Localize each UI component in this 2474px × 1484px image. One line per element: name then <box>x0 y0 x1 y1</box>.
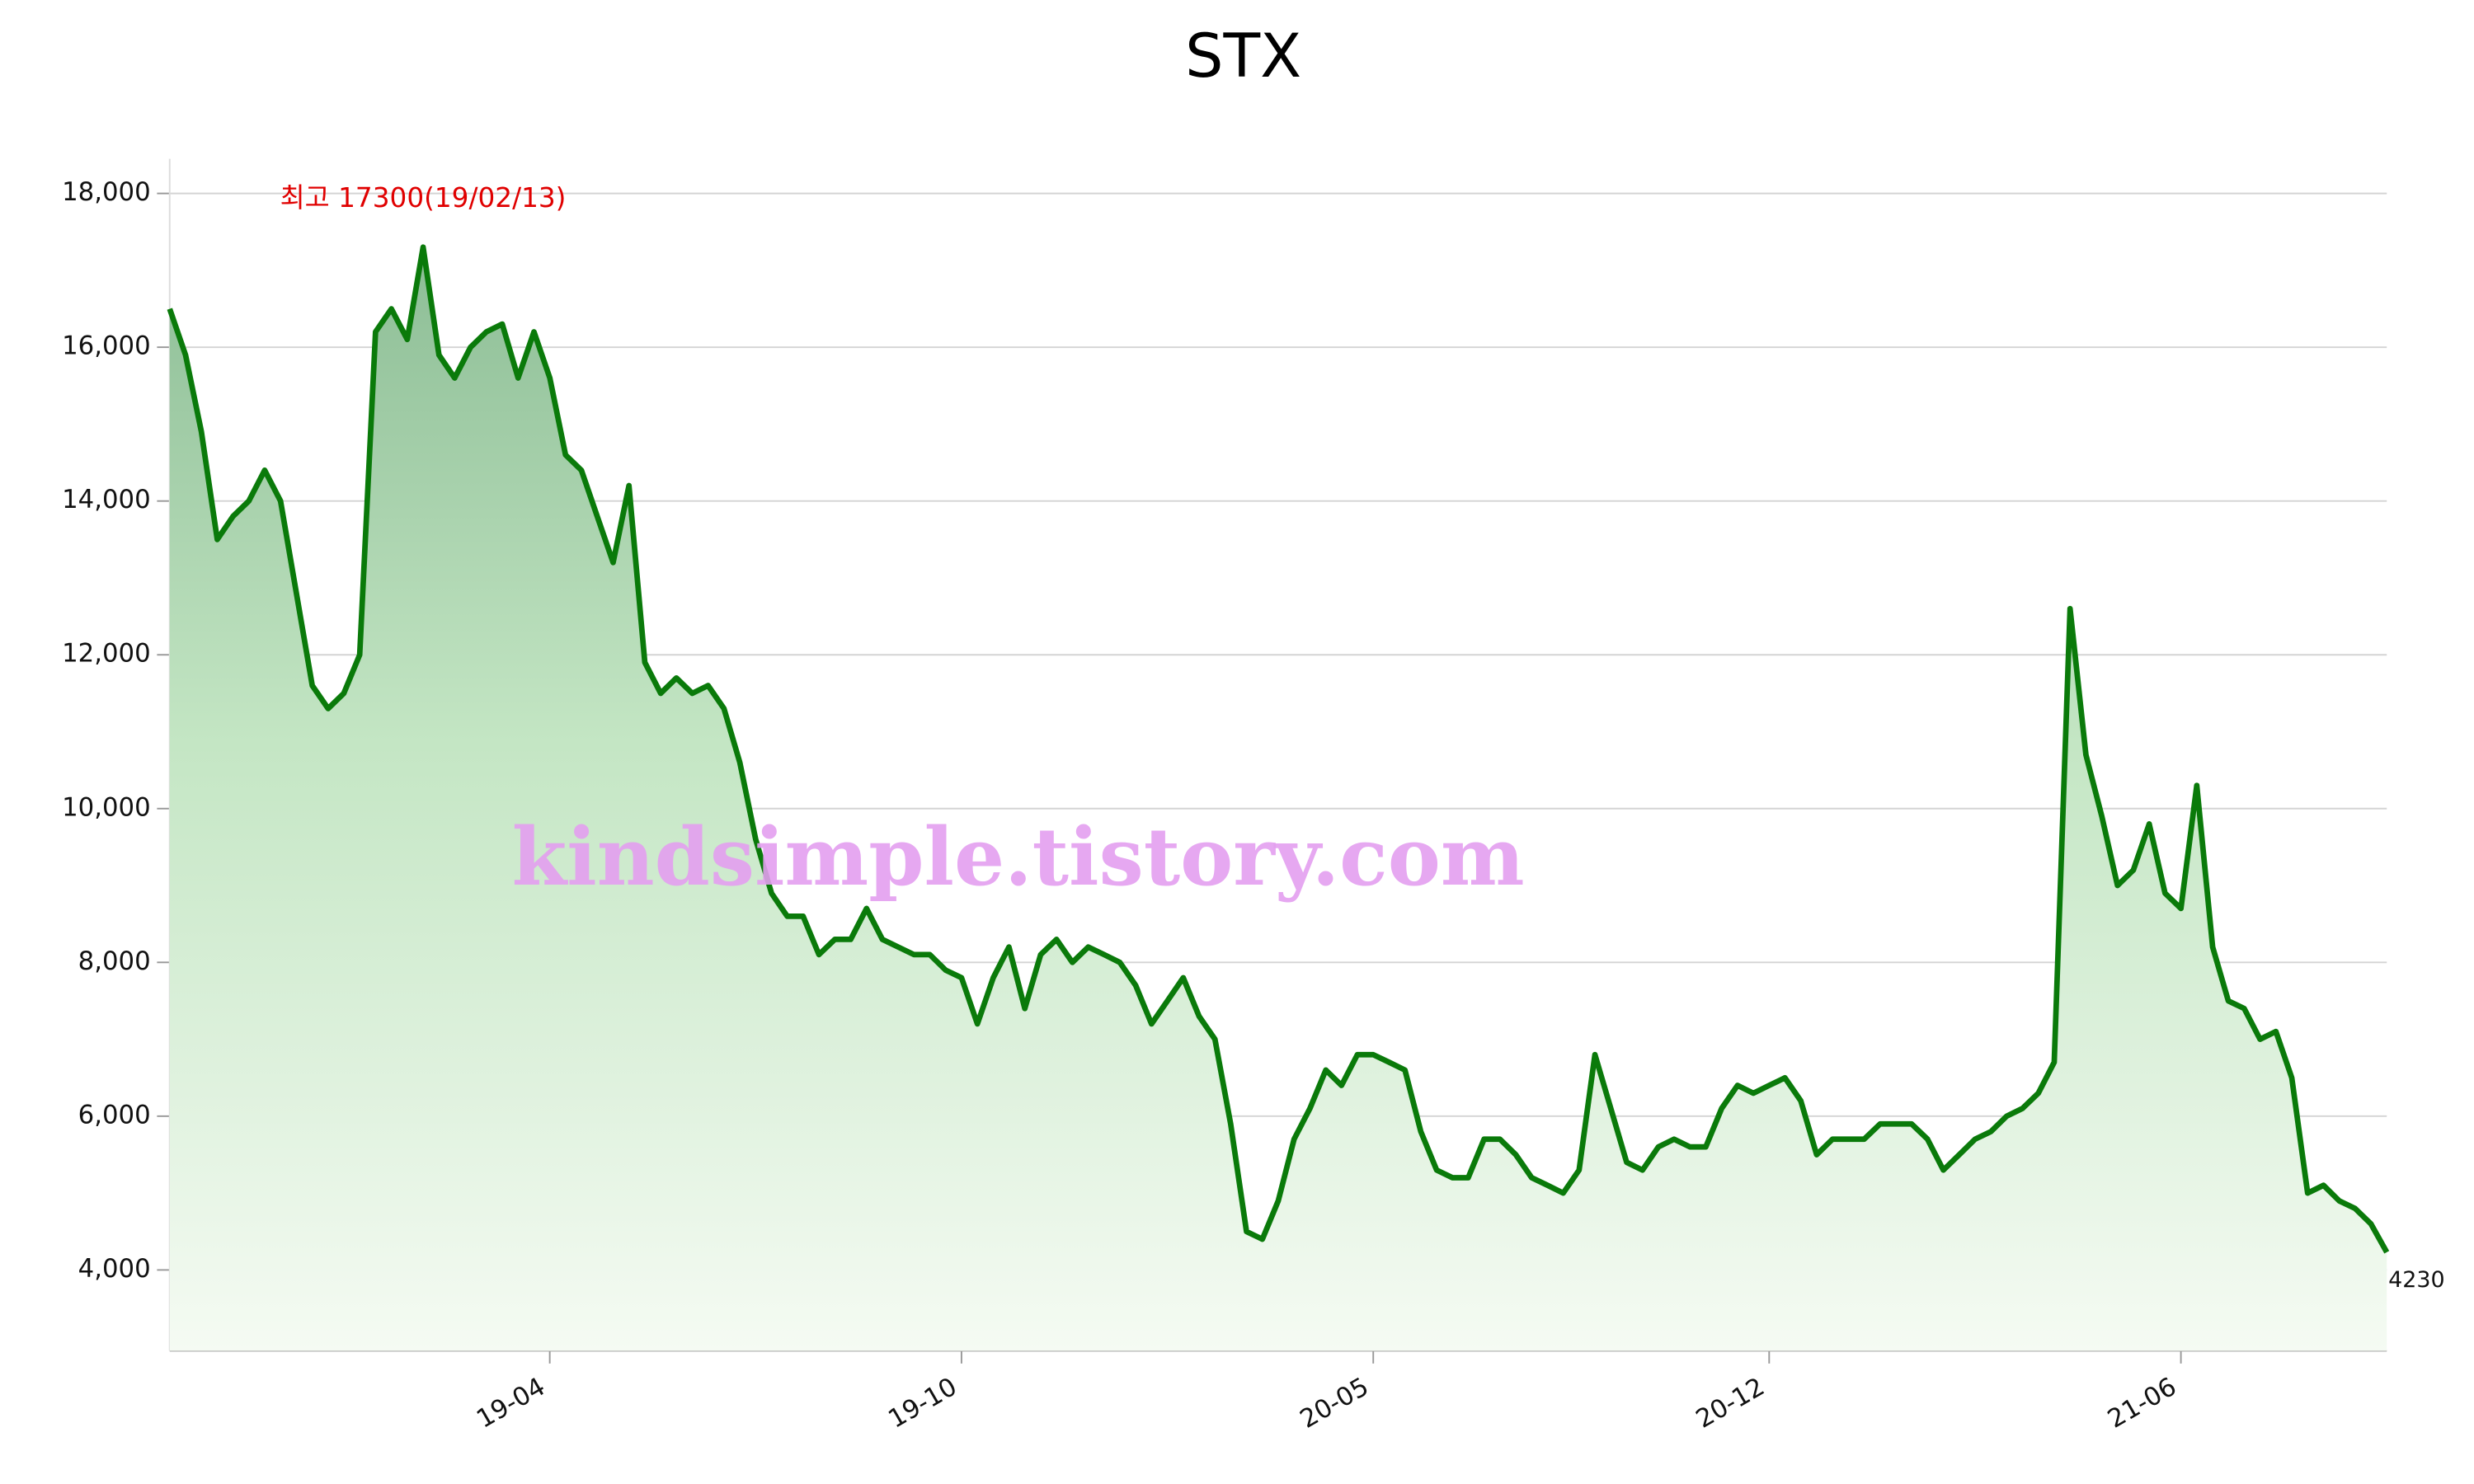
y-tick-label: 16,000 <box>62 331 151 361</box>
x-tick-label: 19-04 <box>472 1372 550 1435</box>
x-tick-label: 21-06 <box>2103 1372 2181 1435</box>
x-tick-label: 19-10 <box>883 1372 962 1435</box>
x-tick-label: 20-05 <box>1295 1372 1373 1435</box>
price-line <box>167 244 2390 1254</box>
y-tick-label: 6,000 <box>78 1100 151 1129</box>
y-tick-label: 14,000 <box>62 485 151 514</box>
y-tick-label: 12,000 <box>62 639 151 669</box>
y-tick-label: 10,000 <box>62 792 151 822</box>
y-tick-label: 18,000 <box>62 177 151 207</box>
last-value-label: 4230 <box>2388 1267 2444 1293</box>
y-tick-label: 8,000 <box>78 946 151 976</box>
watermark: kindsimple.tistory.com <box>512 810 1525 904</box>
peak-annotation: 최고 17300(19/02/13) <box>280 182 567 214</box>
y-tick-label: 4,000 <box>78 1254 151 1284</box>
x-tick-label: 20-12 <box>1691 1372 1769 1435</box>
area <box>169 247 2387 1351</box>
chart-title: STX <box>1185 21 1301 92</box>
